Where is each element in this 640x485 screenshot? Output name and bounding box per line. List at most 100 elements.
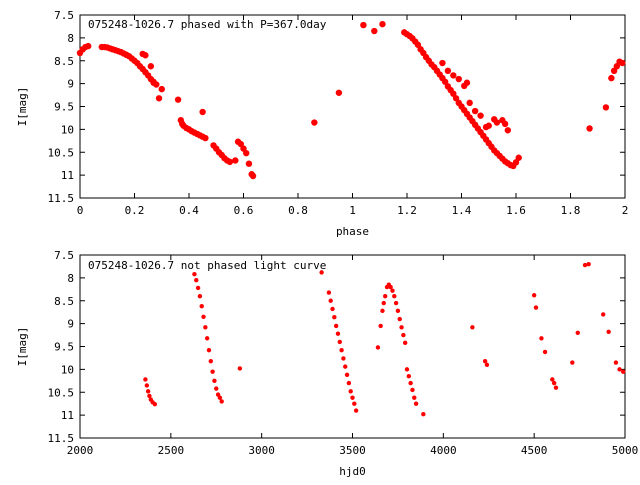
- x-tick-label: 0.6: [234, 204, 254, 217]
- y-tick-label: 8.5: [54, 55, 74, 68]
- data-point: [501, 120, 509, 128]
- data-point: [390, 288, 395, 293]
- data-point: [335, 331, 341, 336]
- x-tick-label: 2500: [158, 444, 185, 457]
- data-point: [152, 401, 158, 407]
- data-point: [550, 377, 555, 382]
- data-point: [204, 336, 210, 341]
- y-axis-label: I[mag]: [16, 87, 29, 127]
- data-point: [214, 386, 219, 391]
- y-tick-label: 11: [61, 409, 74, 422]
- data-point: [455, 75, 462, 83]
- x-tick-label: 0.8: [288, 204, 308, 217]
- data-point: [143, 377, 148, 382]
- data-point: [586, 125, 593, 132]
- data-point: [245, 160, 253, 167]
- data-point: [484, 362, 490, 367]
- data-point: [421, 412, 426, 417]
- x-tick-label: 4000: [430, 444, 457, 457]
- axis-ticks: 0 0.2 0.4 0.6 0.8 1 1.2 1.4 1.6 1.8 2 7.5 8 8.5 9 9.5 10…: [48, 9, 629, 217]
- x-tick-label: 0: [77, 204, 84, 217]
- data-point: [346, 380, 352, 386]
- data-point: [375, 345, 381, 350]
- data-point: [201, 314, 206, 319]
- data-points: [143, 261, 626, 417]
- data-point: [380, 308, 385, 314]
- data-point: [194, 277, 199, 283]
- data-point: [406, 374, 412, 379]
- y-tick-label: 9.5: [54, 101, 74, 114]
- data-point: [450, 72, 457, 79]
- y-tick-label: 7.5: [54, 9, 74, 22]
- data-point: [219, 399, 224, 404]
- data-point: [150, 79, 157, 86]
- data-point: [493, 119, 501, 126]
- data-point: [466, 99, 473, 107]
- data-point: [397, 316, 402, 322]
- data-points: [76, 20, 626, 180]
- data-point: [195, 285, 201, 291]
- data-point: [617, 367, 622, 372]
- data-point: [551, 380, 557, 386]
- data-point: [477, 112, 484, 119]
- x-tick-label: 2: [622, 204, 629, 217]
- data-point: [470, 325, 475, 330]
- y-tick-label: 10.5: [48, 146, 75, 159]
- data-point: [570, 360, 575, 365]
- data-point: [533, 305, 539, 310]
- plot-frame: [79, 254, 626, 439]
- data-point: [344, 372, 350, 378]
- y-tick-label: 10: [61, 363, 74, 376]
- data-point: [379, 20, 386, 28]
- x-axis-label: phase: [336, 225, 369, 238]
- y-tick-label: 7.5: [54, 249, 74, 262]
- data-point: [319, 270, 324, 275]
- data-point: [333, 323, 339, 329]
- data-point: [147, 393, 152, 399]
- data-point: [210, 369, 215, 374]
- data-point: [348, 389, 353, 394]
- y-tick-label: 9: [67, 318, 74, 331]
- y-tick-label: 9: [67, 78, 74, 91]
- chart-title: 075248-1026.7 phased with P=367.0day: [88, 18, 327, 31]
- y-tick-label: 8: [67, 272, 74, 285]
- data-point: [202, 134, 209, 142]
- x-tick-label: 1.6: [506, 204, 526, 217]
- data-point: [84, 42, 92, 50]
- data-point: [620, 369, 626, 374]
- chart-title: 075248-1026.7 not phased light curve: [88, 259, 326, 272]
- data-point: [335, 89, 343, 96]
- data-point: [378, 323, 383, 329]
- data-point: [608, 74, 615, 82]
- data-point: [360, 21, 367, 29]
- y-tick-label: 8.5: [54, 295, 74, 308]
- data-point: [212, 378, 217, 384]
- data-point: [413, 401, 419, 406]
- data-point: [203, 325, 208, 330]
- data-point: [485, 122, 492, 129]
- data-point: [439, 59, 446, 67]
- data-point: [330, 306, 335, 312]
- data-point: [341, 356, 346, 361]
- data-point: [606, 329, 611, 335]
- data-point: [332, 315, 337, 320]
- data-point: [343, 364, 348, 369]
- data-point: [410, 387, 415, 393]
- data-point: [393, 300, 399, 306]
- y-tick-label: 8: [67, 32, 74, 45]
- data-point: [531, 293, 537, 298]
- data-point: [339, 347, 344, 353]
- data-point: [206, 347, 212, 353]
- data-point: [553, 385, 559, 390]
- x-tick-label: 5000: [612, 444, 639, 457]
- y-tick-label: 11.5: [48, 192, 75, 205]
- phased-light-curve-panel: 075248-1026.7 phased with P=367.0day pha…: [16, 9, 628, 238]
- data-point: [402, 340, 408, 346]
- data-point: [575, 330, 580, 335]
- data-point: [392, 293, 397, 299]
- data-point: [208, 358, 213, 364]
- data-point: [144, 383, 150, 388]
- data-point: [383, 293, 388, 299]
